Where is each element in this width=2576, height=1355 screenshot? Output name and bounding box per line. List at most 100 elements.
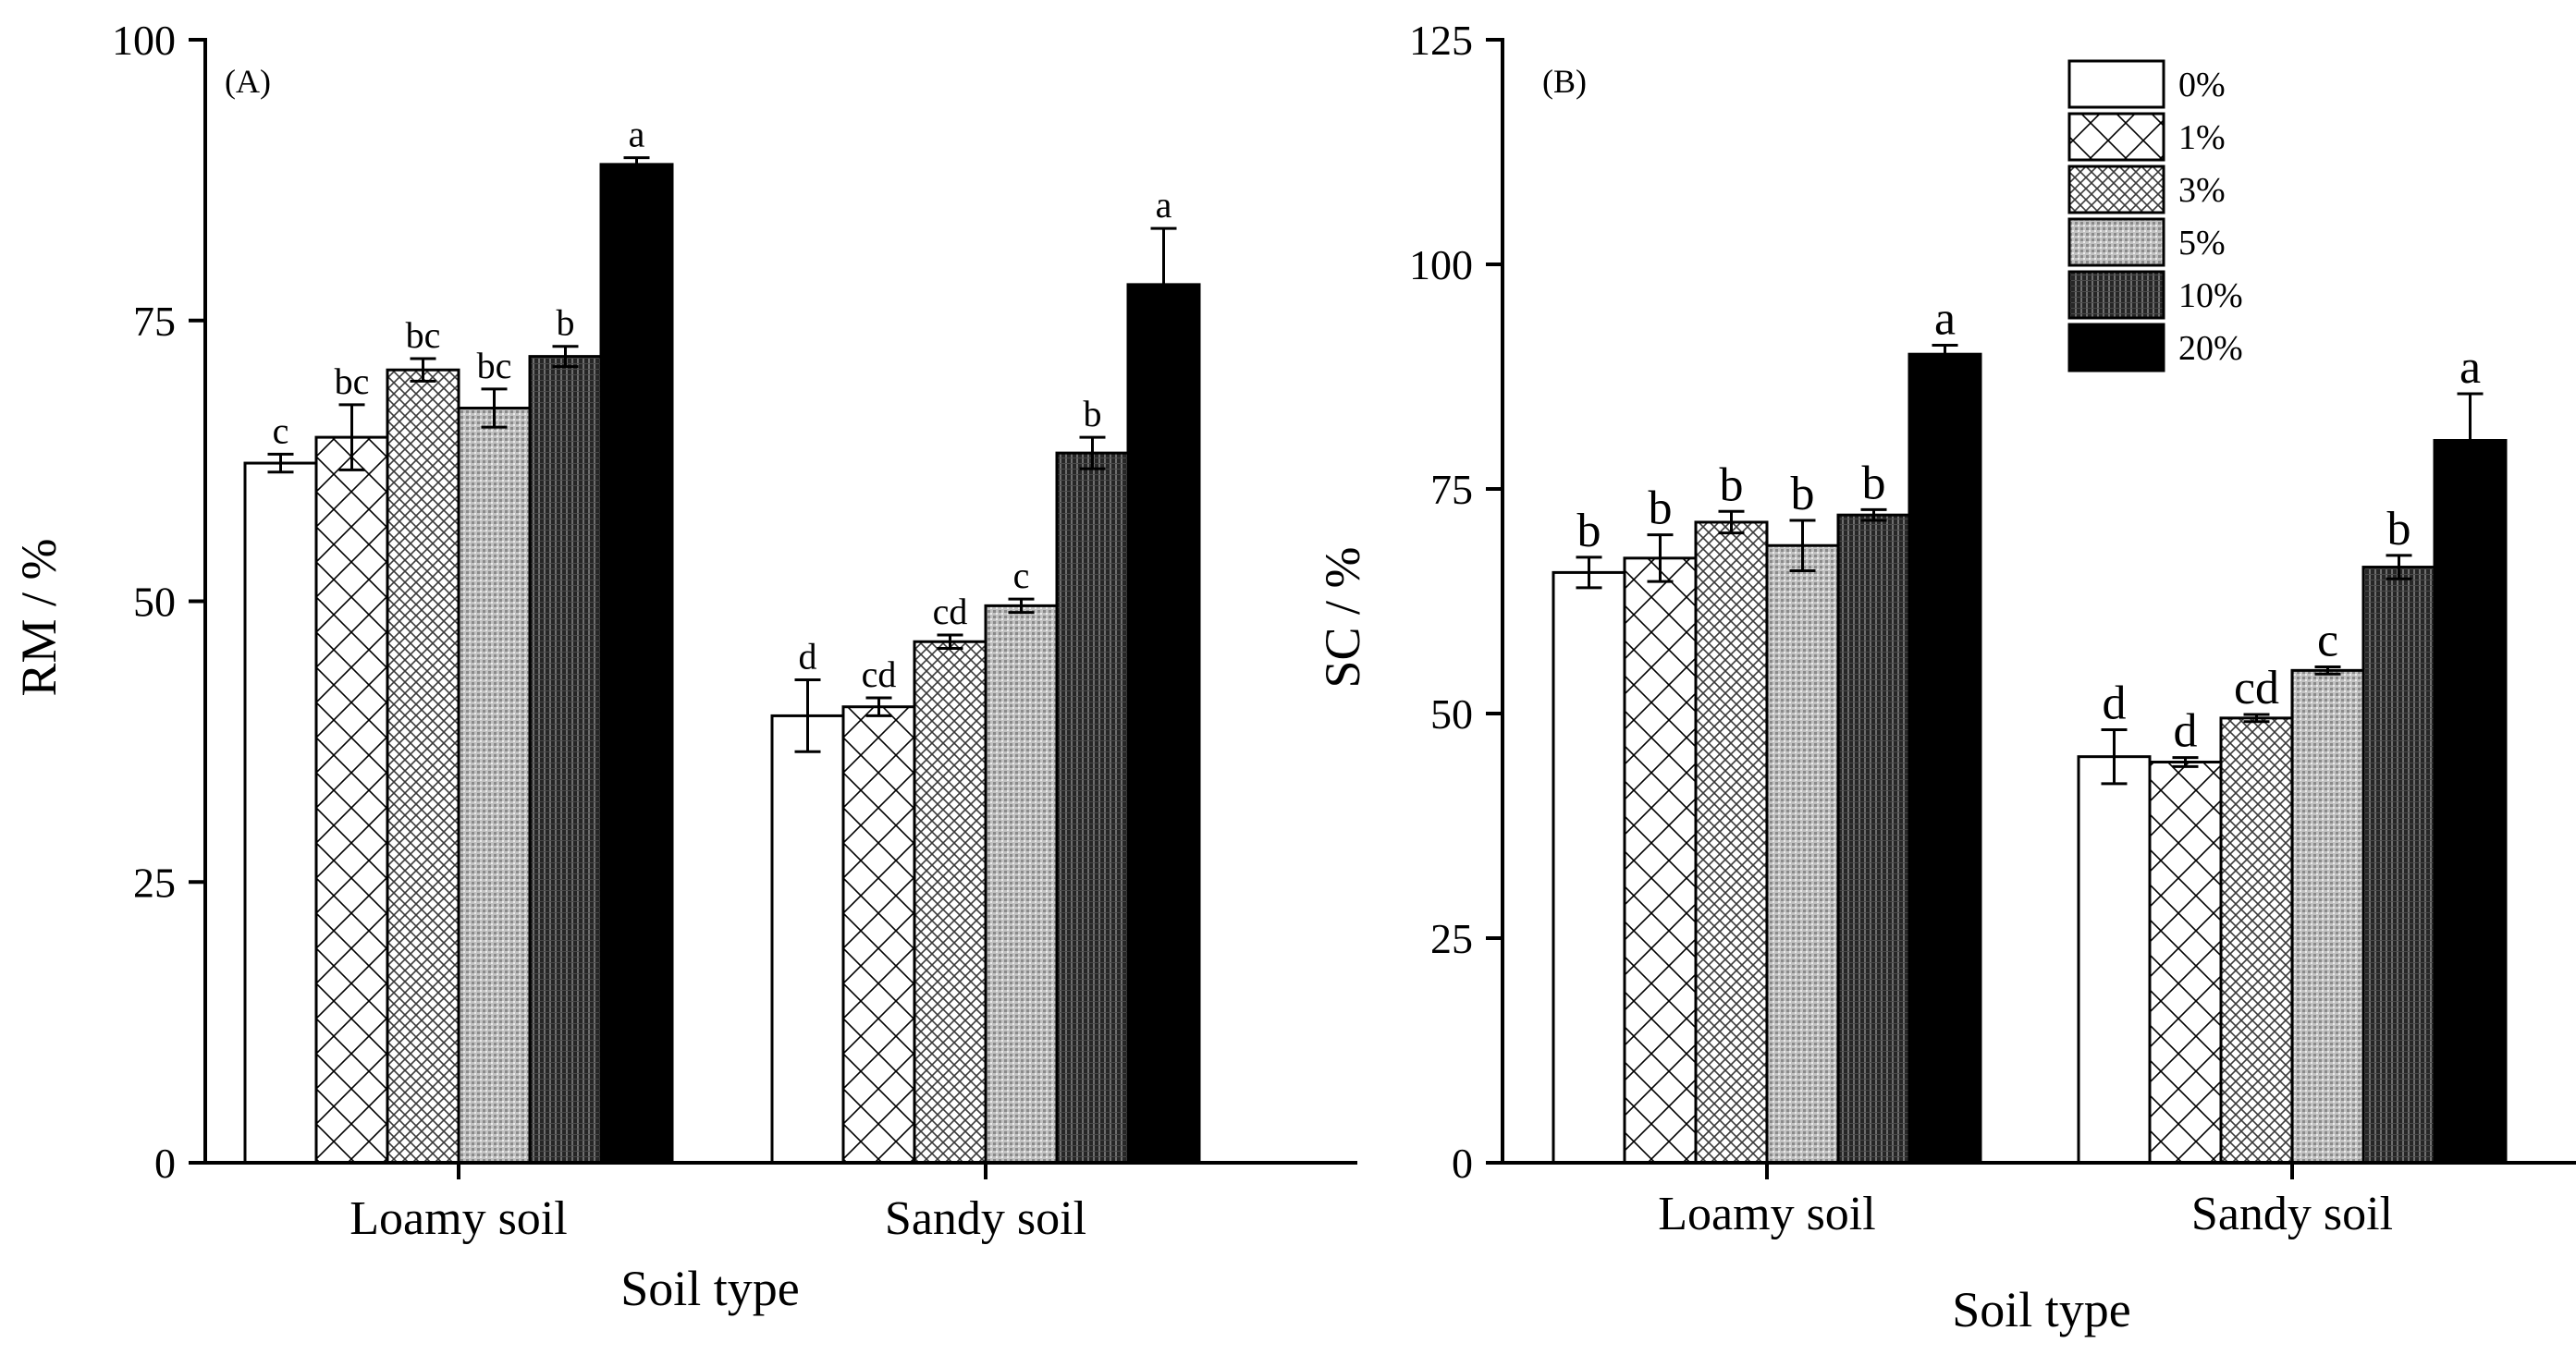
bar-sandy-5pct (2290, 668, 2365, 1165)
category-label: Sandy soil (885, 1192, 1086, 1245)
significance-letter: b (2387, 503, 2411, 555)
y-tick-label: 75 (1430, 466, 1473, 513)
bar-loamy-10pct (1836, 513, 1911, 1165)
bar-loamy-3pct (386, 368, 460, 1165)
significance-letter: b (1791, 468, 1815, 520)
legend: 0% 1% 3% 5% 10% 20% (2067, 59, 2243, 372)
significance-letter: b (1084, 393, 1102, 434)
legend-swatch (2067, 270, 2165, 320)
error-bar (1008, 597, 1035, 615)
significance-letter: a (2459, 341, 2481, 394)
legend-swatch (2067, 217, 2165, 267)
legend-swatch (2067, 323, 2165, 372)
y-tick-label: 75 (133, 298, 176, 345)
bar-sandy-0pct (770, 714, 845, 1165)
bar-sandy-1pct (2148, 760, 2223, 1165)
significance-letter: cd (933, 591, 968, 632)
bar-sandy-10pct (1055, 451, 1130, 1165)
legend-label: 0% (2178, 66, 2226, 104)
error-bar (1576, 555, 1602, 590)
legend-label: 5% (2178, 224, 2226, 262)
y-axis-title: SC / % (1315, 546, 1370, 688)
error-bar (2172, 756, 2199, 768)
bar-loamy-10pct (528, 355, 603, 1165)
bar-sandy-10pct (2361, 566, 2436, 1165)
error-bar (267, 452, 294, 474)
significance-letter: b (1862, 457, 1886, 509)
significance-letter: b (1720, 458, 1744, 511)
bar-sandy-20pct (2433, 439, 2508, 1165)
significance-letter: cd (862, 653, 897, 695)
significance-letter: bc (477, 345, 512, 386)
bar-loamy-0pct (243, 461, 318, 1165)
legend-label: 3% (2178, 171, 2226, 210)
panel-label: (A) (225, 63, 271, 100)
significance-letter: c (2317, 614, 2338, 666)
legend-item: 3% (2067, 165, 2226, 214)
y-tick-label: 0 (154, 1140, 176, 1187)
error-bar (1647, 533, 1674, 583)
error-bar (481, 387, 508, 429)
bar-loamy-5pct (457, 407, 532, 1165)
legend-item: 5% (2067, 217, 2226, 267)
error-bar (2243, 713, 2270, 724)
category-label: Loamy soil (350, 1192, 567, 1245)
bar-loamy-3pct (1694, 520, 1769, 1165)
significance-letter: bc (406, 314, 441, 356)
error-bar (2314, 665, 2341, 676)
significance-letter: a (1934, 292, 1956, 345)
bar-sandy-1pct (841, 705, 916, 1165)
y-tick-label: 50 (133, 579, 176, 626)
y-tick-label: 50 (1430, 690, 1473, 738)
significance-letter: cd (2234, 662, 2279, 714)
bar-loamy-1pct (314, 435, 389, 1165)
bar-loamy-0pct (1552, 570, 1626, 1165)
significance-letter: b (1577, 505, 1601, 557)
y-tick-label: 125 (1409, 17, 1473, 64)
bar-loamy-20pct (599, 163, 674, 1165)
y-tick-label: 25 (133, 859, 176, 906)
bar-loamy-1pct (1623, 556, 1698, 1165)
significance-letter: bc (335, 360, 370, 402)
bar-sandy-3pct (913, 640, 987, 1165)
error-bar (865, 696, 892, 717)
category-label: Sandy soil (2191, 1188, 2393, 1240)
legend-item: 10% (2067, 270, 2243, 320)
significance-letter: b (557, 302, 575, 344)
y-axis-title: RM / % (11, 538, 67, 696)
x-axis-title: Soil type (1952, 1282, 2131, 1337)
legend-swatch (2067, 112, 2165, 162)
significance-letter: c (1013, 555, 1030, 596)
legend-label: 10% (2178, 276, 2243, 315)
bar-loamy-20pct (1907, 352, 1982, 1165)
legend-item: 0% (2067, 59, 2226, 109)
legend-label: 1% (2178, 118, 2226, 157)
bar-loamy-5pct (1765, 543, 1840, 1165)
legend-swatch (2067, 59, 2165, 109)
y-tick-label: 0 (1452, 1140, 1473, 1187)
error-bar (2101, 727, 2128, 786)
error-bar (1079, 435, 1106, 470)
error-bar (338, 403, 365, 471)
x-axis-title: Soil type (620, 1261, 800, 1316)
panel-label: (B) (1542, 63, 1587, 100)
error-bar (1718, 509, 1745, 535)
error-bar (1860, 507, 1887, 522)
significance-letter: d (799, 636, 817, 678)
y-tick-label: 25 (1430, 915, 1473, 962)
significance-letter: b (1649, 482, 1673, 535)
legend-item: 20% (2067, 323, 2243, 372)
legend-item: 1% (2067, 112, 2226, 162)
significance-letter: c (273, 409, 289, 451)
bar-sandy-20pct (1126, 283, 1201, 1165)
error-bar (794, 678, 821, 753)
legend-swatch (2067, 165, 2165, 214)
error-bar (2386, 554, 2412, 580)
error-bar (1150, 226, 1177, 343)
significance-letter: a (1156, 184, 1172, 226)
y-tick-label: 100 (112, 17, 176, 64)
error-bar (552, 345, 579, 369)
bar-sandy-0pct (2077, 755, 2152, 1165)
